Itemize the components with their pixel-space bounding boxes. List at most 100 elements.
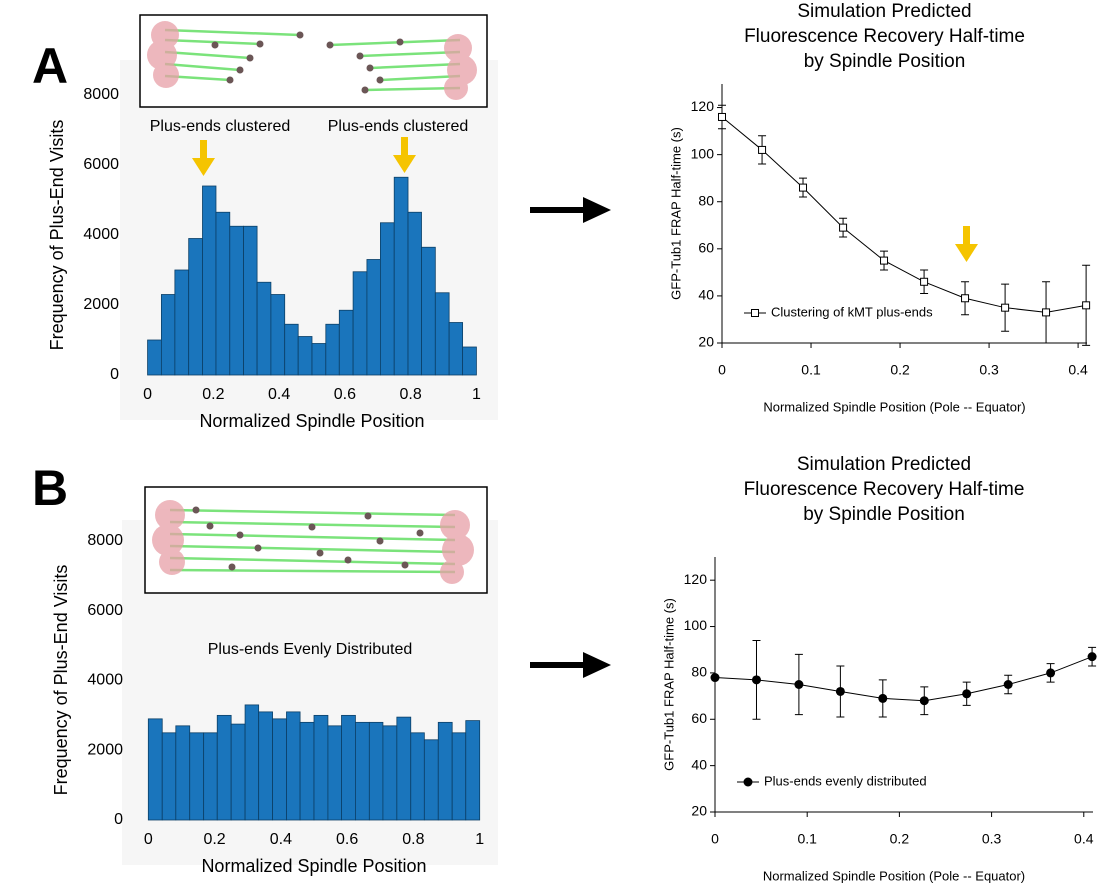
bar bbox=[215, 211, 231, 376]
bar bbox=[423, 739, 439, 821]
data-point bbox=[878, 693, 888, 703]
x-tick-label: 0.1 bbox=[801, 362, 821, 378]
x-tick-label: 0 bbox=[143, 386, 152, 403]
bar bbox=[286, 711, 301, 821]
bar bbox=[311, 343, 327, 376]
y-tick-label: 8000 bbox=[83, 86, 119, 103]
annotation: Plus-ends clustered bbox=[328, 118, 469, 135]
bar bbox=[382, 725, 398, 821]
x-tick-label: 0.8 bbox=[400, 386, 422, 403]
data-point bbox=[718, 112, 726, 121]
bar bbox=[188, 238, 203, 376]
y-tick-label: 100 bbox=[691, 145, 715, 161]
legend-marker bbox=[751, 309, 759, 317]
x-tick-label: 0.3 bbox=[982, 831, 1002, 847]
bar bbox=[243, 225, 258, 376]
chart-title: Fluorescence Recovery Half-time bbox=[744, 479, 1025, 500]
bar bbox=[434, 292, 450, 376]
bar bbox=[368, 721, 384, 821]
bar bbox=[147, 718, 163, 821]
data-point bbox=[758, 145, 767, 154]
y-tick-label: 100 bbox=[684, 617, 708, 633]
bar bbox=[216, 714, 232, 821]
bar bbox=[355, 721, 370, 821]
legend-label: Plus-ends evenly distributed bbox=[764, 773, 927, 788]
data-point bbox=[962, 689, 972, 699]
bar bbox=[407, 211, 422, 376]
data-point bbox=[839, 223, 848, 232]
data-point bbox=[961, 294, 970, 303]
legend-marker bbox=[743, 777, 753, 787]
data-point bbox=[919, 696, 929, 706]
chart-title: by Spindle Position bbox=[803, 504, 965, 525]
bar bbox=[462, 346, 477, 376]
highlight-arrow bbox=[192, 137, 978, 262]
bar bbox=[327, 725, 342, 821]
y-axis-label: GFP-Tub1 FRAP Half-time (s) bbox=[668, 127, 683, 300]
x-axis-label: Normalized Spindle Position (Pole -- Equ… bbox=[763, 399, 1025, 414]
y-axis-label: Frequency of Plus-End Visits bbox=[47, 120, 67, 351]
data-point bbox=[920, 277, 929, 286]
bar bbox=[229, 225, 245, 376]
x-tick-label: 0.4 bbox=[270, 831, 292, 848]
y-tick-label: 80 bbox=[691, 664, 707, 680]
flow-arrow bbox=[530, 197, 611, 678]
y-tick-label: 4000 bbox=[83, 226, 119, 243]
annotation: Plus-ends Evenly Distributed bbox=[208, 641, 413, 658]
y-tick-label: 6000 bbox=[87, 602, 123, 619]
annotation: Plus-ends clustered bbox=[150, 118, 291, 135]
x-tick-label: 0.4 bbox=[1074, 831, 1094, 847]
chart-title: Fluorescence Recovery Half-time bbox=[744, 26, 1025, 47]
x-axis-label: Normalized Spindle Position bbox=[201, 856, 426, 876]
bar bbox=[396, 716, 412, 821]
bar bbox=[147, 339, 162, 376]
x-tick-label: 0.8 bbox=[402, 831, 424, 848]
y-tick-label: 120 bbox=[684, 571, 708, 587]
bar bbox=[244, 704, 260, 821]
series-line bbox=[714, 656, 1093, 702]
x-tick-label: 0.2 bbox=[202, 386, 224, 403]
data-point bbox=[794, 680, 804, 689]
bar bbox=[451, 732, 467, 821]
inset-illustration bbox=[144, 486, 488, 594]
bar bbox=[284, 323, 299, 376]
bar bbox=[325, 323, 340, 376]
x-tick-label: 0.4 bbox=[1068, 362, 1088, 378]
x-tick-label: 0.1 bbox=[797, 831, 817, 847]
data-point bbox=[880, 256, 889, 265]
data-point bbox=[751, 675, 761, 685]
bar bbox=[297, 336, 313, 376]
inset-illustration bbox=[139, 14, 488, 108]
x-tick-label: 0 bbox=[144, 831, 153, 848]
x-tick-label: 0 bbox=[718, 362, 726, 378]
x-tick-label: 0.6 bbox=[334, 386, 356, 403]
bar bbox=[448, 322, 464, 376]
y-tick-label: 120 bbox=[691, 98, 715, 114]
bar bbox=[174, 269, 190, 376]
x-tick-label: 1 bbox=[475, 831, 484, 848]
x-tick-label: 0.6 bbox=[336, 831, 358, 848]
data-point bbox=[835, 686, 845, 696]
bar bbox=[270, 294, 286, 376]
bar bbox=[313, 714, 329, 821]
data-point bbox=[1001, 303, 1010, 312]
chart-title: Simulation Predicted bbox=[797, 454, 971, 475]
y-tick-label: 20 bbox=[691, 803, 707, 819]
legend-label: Clustering of kMT plus-ends bbox=[771, 304, 933, 319]
bar bbox=[161, 732, 177, 821]
data-point bbox=[1046, 668, 1056, 678]
bar bbox=[160, 294, 176, 376]
data-point bbox=[710, 673, 720, 683]
x-tick-label: 0.2 bbox=[203, 831, 225, 848]
series-line bbox=[721, 116, 1087, 313]
data-point bbox=[1087, 652, 1097, 662]
bar bbox=[189, 732, 205, 821]
bar bbox=[202, 185, 217, 376]
bar bbox=[352, 271, 368, 376]
x-tick-label: 0.4 bbox=[268, 386, 290, 403]
y-tick-label: 80 bbox=[698, 192, 714, 208]
data-point bbox=[1042, 308, 1051, 317]
x-axis-label: Normalized Spindle Position bbox=[199, 411, 424, 431]
bar bbox=[366, 259, 381, 376]
